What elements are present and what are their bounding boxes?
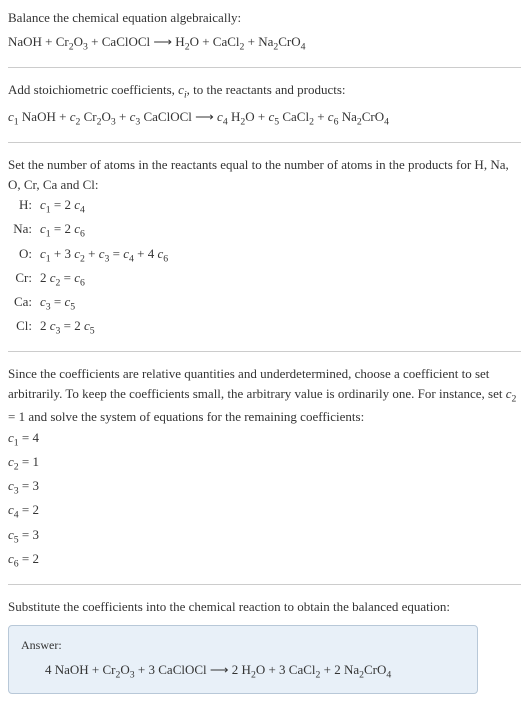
- atom-label: Na:: [8, 219, 40, 242]
- answer-box: Answer: 4 NaOH + Cr2O3 + 3 CaClOCl ⟶ 2 H…: [8, 625, 478, 694]
- divider: [8, 142, 521, 143]
- divider: [8, 584, 521, 585]
- step2-section: Set the number of atoms in the reactants…: [8, 155, 521, 339]
- step1-equation: c1 NaOH + c2 Cr2O3 + c3 CaClOCl ⟶ c4 H2O…: [8, 107, 521, 130]
- step4-text: Substitute the coefficients into the che…: [8, 597, 521, 617]
- atom-label: Ca:: [8, 292, 40, 315]
- atom-label: O:: [8, 244, 40, 267]
- atom-equation: c1 + 3 c2 + c3 = c4 + 4 c6: [40, 244, 521, 267]
- coef-row: c2 = 1: [8, 452, 521, 475]
- atom-equation: 2 c2 = c6: [40, 268, 521, 291]
- atom-equation: c3 = c5: [40, 292, 521, 315]
- step3-text: Since the coefficients are relative quan…: [8, 364, 521, 426]
- intro-equation: NaOH + Cr2O3 + CaClOCl ⟶ H2O + CaCl2 + N…: [8, 32, 521, 55]
- atom-table: H: c1 = 2 c4 Na: c1 = 2 c6 O: c1 + 3 c2 …: [8, 195, 521, 339]
- intro-text: Balance the chemical equation algebraica…: [8, 8, 521, 28]
- divider: [8, 351, 521, 352]
- coef-row: c1 = 4: [8, 428, 521, 451]
- coef-row: c3 = 3: [8, 476, 521, 499]
- table-row: Na: c1 = 2 c6: [8, 219, 521, 242]
- atom-label: Cr:: [8, 268, 40, 291]
- coef-row: c4 = 2: [8, 500, 521, 523]
- step2-text: Set the number of atoms in the reactants…: [8, 155, 521, 194]
- answer-label: Answer:: [21, 636, 465, 654]
- table-row: Ca: c3 = c5: [8, 292, 521, 315]
- atom-label: H:: [8, 195, 40, 218]
- coef-row: c5 = 3: [8, 525, 521, 548]
- table-row: H: c1 = 2 c4: [8, 195, 521, 218]
- atom-label: Cl:: [8, 316, 40, 339]
- step3-section: Since the coefficients are relative quan…: [8, 364, 521, 572]
- table-row: Cr: 2 c2 = c6: [8, 268, 521, 291]
- table-row: Cl: 2 c3 = 2 c5: [8, 316, 521, 339]
- divider: [8, 67, 521, 68]
- atom-equation: c1 = 2 c4: [40, 195, 521, 218]
- coef-row: c6 = 2: [8, 549, 521, 572]
- atom-equation: 2 c3 = 2 c5: [40, 316, 521, 339]
- atom-equation: c1 = 2 c6: [40, 219, 521, 242]
- coefficient-list: c1 = 4 c2 = 1 c3 = 3 c4 = 2 c5 = 3 c6 = …: [8, 428, 521, 572]
- table-row: O: c1 + 3 c2 + c3 = c4 + 4 c6: [8, 244, 521, 267]
- answer-equation: 4 NaOH + Cr2O3 + 3 CaClOCl ⟶ 2 H2O + 3 C…: [21, 660, 465, 683]
- step1-text: Add stoichiometric coefficients, ci, to …: [8, 80, 521, 103]
- step1-section: Add stoichiometric coefficients, ci, to …: [8, 80, 521, 130]
- step4-section: Substitute the coefficients into the che…: [8, 597, 521, 694]
- intro-section: Balance the chemical equation algebraica…: [8, 8, 521, 55]
